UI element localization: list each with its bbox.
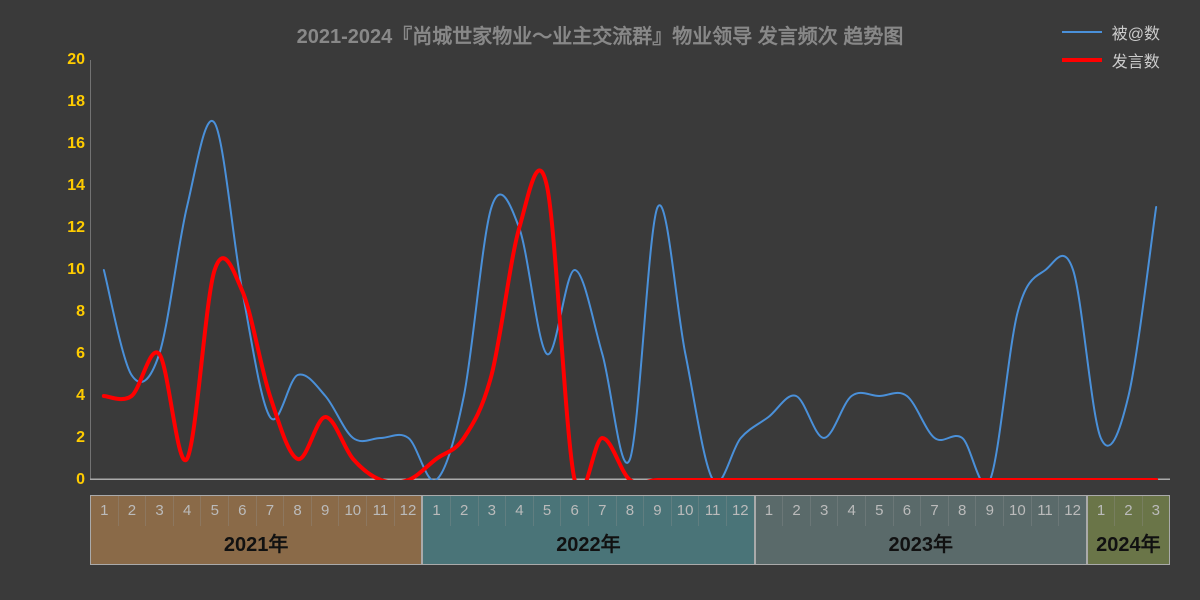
y-tick-label: 20 <box>50 51 85 69</box>
month-label: 12 <box>395 496 422 526</box>
month-label: 3 <box>1143 496 1169 526</box>
month-label: 4 <box>838 496 866 526</box>
month-label: 7 <box>589 496 617 526</box>
legend-item: 被@数 <box>1062 20 1160 44</box>
month-label: 4 <box>174 496 202 526</box>
month-label: 5 <box>866 496 894 526</box>
year-label: 2023年 <box>756 526 1086 564</box>
month-label: 1 <box>423 496 451 526</box>
month-label: 1 <box>756 496 784 526</box>
month-label: 2 <box>451 496 479 526</box>
month-label: 2 <box>783 496 811 526</box>
month-label: 5 <box>201 496 229 526</box>
year-label: 2022年 <box>423 526 753 564</box>
plot-area <box>90 60 1170 480</box>
y-tick-label: 4 <box>50 387 85 405</box>
month-label: 11 <box>1032 496 1060 526</box>
month-label: 6 <box>229 496 257 526</box>
month-label: 11 <box>367 496 395 526</box>
month-label: 3 <box>479 496 507 526</box>
year-months-row: 123456789101112 <box>91 496 421 526</box>
month-label: 1 <box>91 496 119 526</box>
month-label: 12 <box>727 496 754 526</box>
y-tick-label: 18 <box>50 93 85 111</box>
month-label: 11 <box>699 496 727 526</box>
y-tick-label: 12 <box>50 219 85 237</box>
month-label: 5 <box>534 496 562 526</box>
month-label: 7 <box>257 496 285 526</box>
month-label: 6 <box>561 496 589 526</box>
y-tick-label: 10 <box>50 261 85 279</box>
year-label: 2021年 <box>91 526 421 564</box>
month-label: 9 <box>644 496 672 526</box>
series-mentioned <box>104 121 1156 480</box>
y-tick-label: 8 <box>50 303 85 321</box>
y-axis-labels: 02468101214161820 <box>50 60 85 480</box>
month-label: 3 <box>811 496 839 526</box>
year-band: 1234567891011122022年 <box>422 495 754 565</box>
year-axis: 1234567891011122021年1234567891011122022年… <box>90 495 1170 565</box>
month-label: 9 <box>976 496 1004 526</box>
month-label: 2 <box>119 496 147 526</box>
month-label: 3 <box>146 496 174 526</box>
legend-swatch <box>1062 31 1102 33</box>
y-tick-label: 6 <box>50 345 85 363</box>
legend-label: 被@数 <box>1112 20 1160 44</box>
year-months-row: 123456789101112 <box>423 496 753 526</box>
year-band: 1234567891011122023年 <box>755 495 1087 565</box>
year-label: 2024年 <box>1088 526 1169 564</box>
month-label: 9 <box>312 496 340 526</box>
year-months-row: 123 <box>1088 496 1169 526</box>
y-tick-label: 2 <box>50 429 85 447</box>
month-label: 1 <box>1088 496 1115 526</box>
month-label: 2 <box>1115 496 1142 526</box>
month-label: 10 <box>339 496 367 526</box>
month-label: 12 <box>1059 496 1086 526</box>
y-tick-label: 16 <box>50 135 85 153</box>
y-tick-label: 0 <box>50 471 85 489</box>
month-label: 7 <box>921 496 949 526</box>
year-months-row: 123456789101112 <box>756 496 1086 526</box>
month-label: 10 <box>672 496 700 526</box>
y-tick-label: 14 <box>50 177 85 195</box>
month-label: 8 <box>284 496 312 526</box>
month-label: 8 <box>949 496 977 526</box>
month-label: 10 <box>1004 496 1032 526</box>
month-label: 6 <box>894 496 922 526</box>
year-band: 1234567891011122021年 <box>90 495 422 565</box>
month-label: 8 <box>617 496 645 526</box>
year-band: 1232024年 <box>1087 495 1170 565</box>
month-label: 4 <box>506 496 534 526</box>
chart-title: 2021-2024『尚城世家物业～业主交流群』物业领导 发言频次 趋势图 <box>0 20 1200 49</box>
